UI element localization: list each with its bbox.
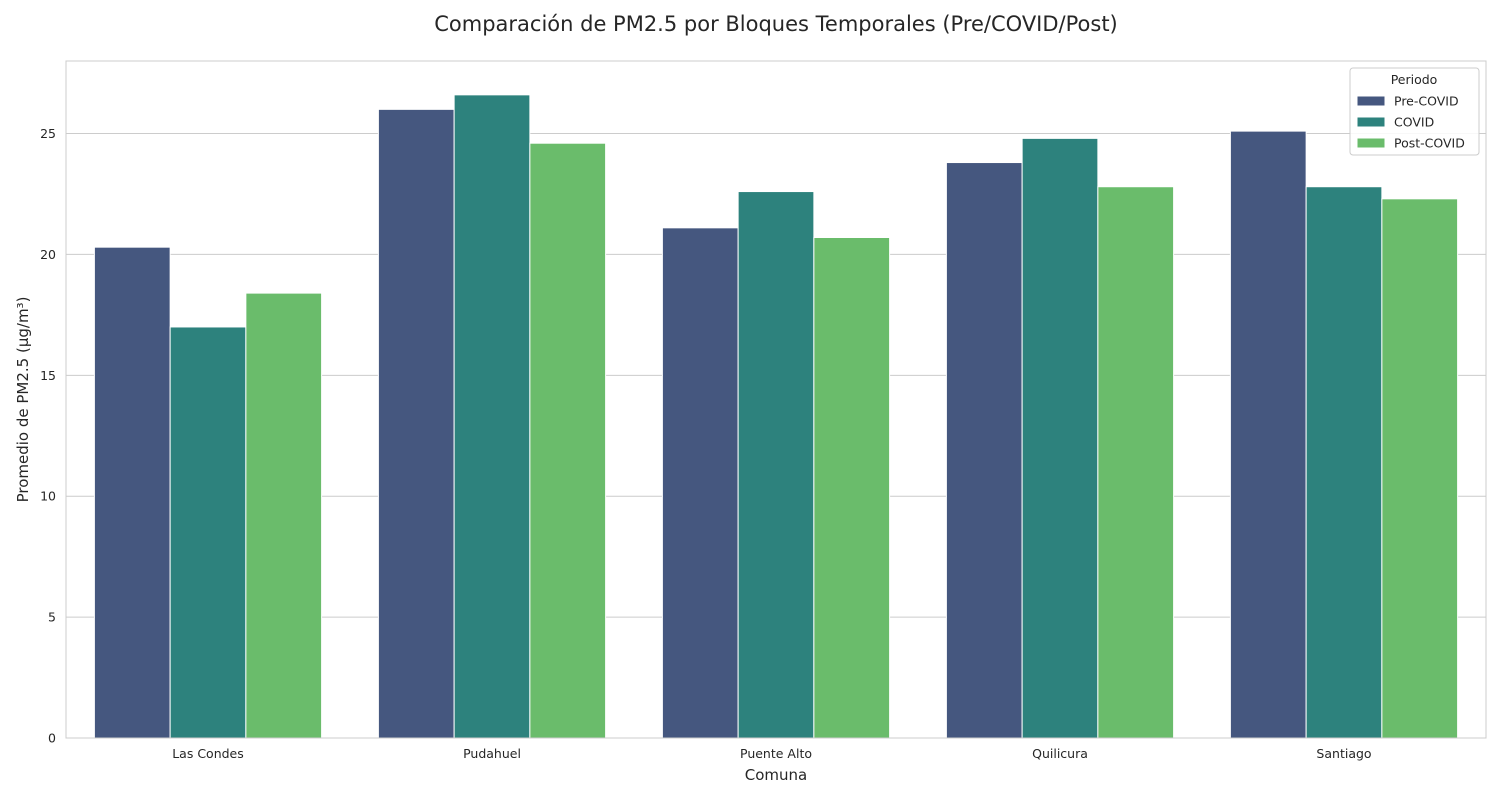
bar-pre-covid-santiago: [1229, 130, 1307, 739]
y-tick-label: 0: [48, 731, 56, 746]
legend-entry-label: COVID: [1394, 115, 1434, 130]
bar-post-covid-quilicura: [1097, 186, 1175, 739]
bar-covid-quilicura: [1021, 137, 1099, 739]
x-tick-label: Las Condes: [172, 746, 244, 761]
y-tick-label: 5: [48, 610, 56, 625]
y-axis-label: Promedio de PM2.5 (µg/m³): [14, 297, 32, 503]
legend-swatch: [1356, 95, 1386, 107]
x-tick-labels: Las Condes Pudahuel Puente Alto Quilicura Sa…: [172, 746, 1371, 761]
bar-post-covid-puente-alto: [813, 237, 891, 739]
chart-title: Comparación de PM2.5 por Bloques Tempora…: [434, 12, 1118, 36]
bar-covid-las-condes: [169, 326, 247, 739]
bar-pre-covid-puente-alto: [661, 227, 739, 739]
legend-entry-label: Pre-COVID: [1394, 94, 1459, 109]
y-tick-label: 10: [40, 489, 56, 504]
legend-items: Pre-COVID COVID Post-COVID: [1356, 94, 1465, 151]
bar-pre-covid-quilicura: [945, 162, 1023, 739]
y-tick-labels: 0 5 10 15 20 25: [40, 126, 56, 745]
x-axis-label: Comuna: [745, 766, 807, 784]
bar-covid-puente-alto: [737, 191, 815, 739]
legend-swatch: [1356, 116, 1386, 128]
bar-post-covid-pudahuel: [529, 142, 607, 739]
bar-post-covid-santiago: [1381, 198, 1459, 739]
legend-title: Periodo: [1391, 72, 1438, 87]
y-tick-label: 15: [40, 368, 56, 383]
bar-covid-pudahuel: [453, 94, 531, 739]
legend-box: [1349, 67, 1480, 156]
legend: Periodo Pre-COVID COVID Post-COVID: [1349, 67, 1480, 156]
x-tick-label: Puente Alto: [740, 746, 812, 761]
x-tick-label: Quilicura: [1032, 746, 1088, 761]
x-tick-label: Pudahuel: [463, 746, 521, 761]
y-tick-label: 20: [40, 247, 56, 262]
y-tick-label: 25: [40, 126, 56, 141]
bars: [93, 94, 1459, 739]
plot-frame: [65, 60, 1487, 739]
x-tick-label: Santiago: [1316, 746, 1371, 761]
bar-pre-covid-las-condes: [93, 246, 171, 739]
bar-post-covid-las-condes: [245, 292, 323, 739]
legend-entry-label: Post-COVID: [1394, 136, 1465, 151]
legend-swatch: [1356, 137, 1386, 149]
bar-pre-covid-pudahuel: [377, 108, 455, 739]
bar-covid-santiago: [1305, 186, 1383, 739]
